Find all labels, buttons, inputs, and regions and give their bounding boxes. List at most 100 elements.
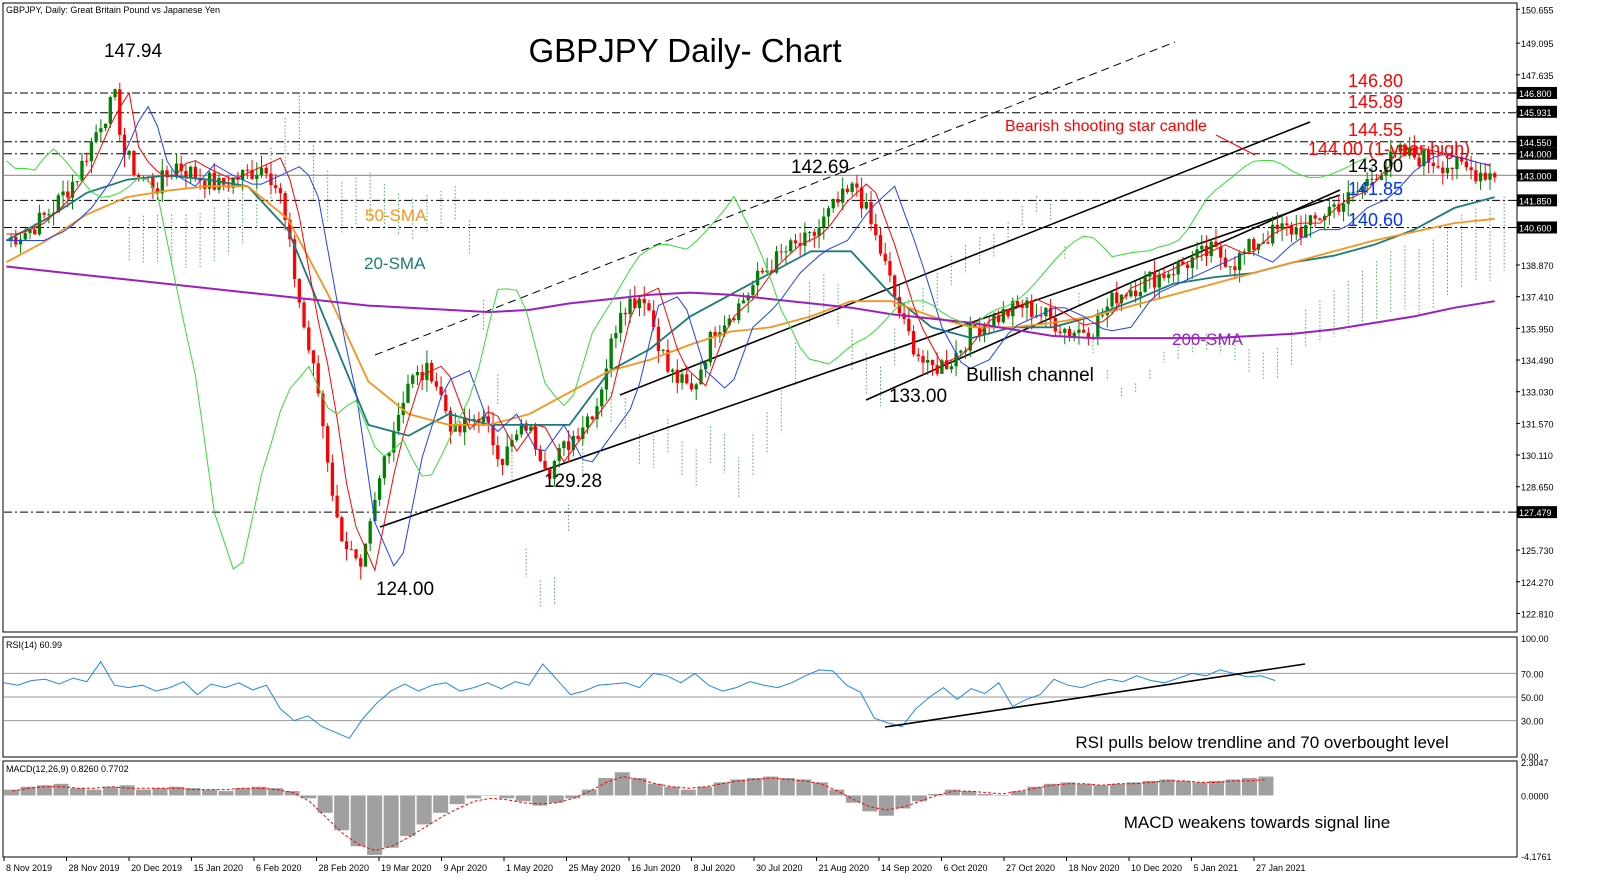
candle-body xyxy=(33,229,37,235)
macd-bar xyxy=(218,791,234,796)
candle-body xyxy=(75,181,79,183)
candle-body xyxy=(543,460,547,469)
macd-bar xyxy=(20,786,36,796)
macd-bar xyxy=(367,795,383,855)
time-label: 15 Jan 2020 xyxy=(194,863,244,873)
price-label: 150.655 xyxy=(1521,5,1554,15)
price-label-box xyxy=(1517,135,1557,148)
price-label: 149.095 xyxy=(1521,39,1554,49)
candle-body xyxy=(670,369,675,372)
candle-body xyxy=(826,208,831,217)
candle-body xyxy=(316,363,320,394)
candle-body xyxy=(548,468,552,479)
candle-body xyxy=(1493,173,1497,178)
candle-body xyxy=(1143,276,1147,292)
macd-panel: 2.3047 0.0000 -4.1761 xyxy=(4,758,1552,862)
macd-bar xyxy=(878,795,894,816)
price-label: 141.850 xyxy=(1519,196,1552,206)
candle-body xyxy=(789,240,793,252)
candle-body xyxy=(779,251,783,253)
macd-bar xyxy=(1027,786,1043,796)
candle-body xyxy=(18,239,23,245)
candle-body xyxy=(1214,241,1218,247)
rsi-header: RSI(14) 60.99 xyxy=(6,640,62,650)
candle-body xyxy=(382,456,387,479)
macd-bar xyxy=(268,788,284,796)
candle-body xyxy=(1445,167,1450,173)
bullish-channel-lines xyxy=(374,41,1341,528)
time-label: 28 Nov 2019 xyxy=(69,863,120,873)
candle-body xyxy=(1322,215,1327,221)
candle-body xyxy=(1162,274,1166,278)
level-label-143-00: 143.00 xyxy=(1348,156,1403,176)
candle-body xyxy=(628,298,632,315)
candle-body xyxy=(992,315,996,328)
price-label: 125.730 xyxy=(1521,546,1554,556)
candle-body xyxy=(576,435,580,439)
candle-body xyxy=(1077,329,1081,333)
candle-body xyxy=(803,232,807,246)
candle-body xyxy=(23,233,27,240)
macd-bar xyxy=(202,789,218,796)
indicator-lines xyxy=(5,91,1495,572)
time-label: 8 Jul 2020 xyxy=(694,863,736,873)
candle-body xyxy=(817,227,821,236)
candle-body xyxy=(1370,178,1374,180)
candle-body xyxy=(193,166,198,179)
macd-bar xyxy=(433,795,449,813)
candle-body xyxy=(250,169,254,179)
level-label-140-60: 140.60 xyxy=(1348,210,1403,230)
candle-body xyxy=(633,298,637,309)
candle-body xyxy=(1346,192,1350,204)
candle-body xyxy=(359,558,363,567)
channel-upper-line xyxy=(619,121,1311,396)
candle-body xyxy=(1280,223,1284,230)
candle-body xyxy=(510,440,514,447)
candle-body xyxy=(373,499,377,522)
time-label: 21 Aug 2020 xyxy=(819,863,870,873)
candle-body xyxy=(1133,290,1138,297)
candle-body xyxy=(699,369,703,385)
macd-bar xyxy=(944,789,960,796)
candle-body xyxy=(1450,167,1454,170)
candle-body xyxy=(349,549,353,551)
candle-body xyxy=(292,239,297,279)
candle-body xyxy=(566,441,571,450)
candle-body xyxy=(1001,309,1005,323)
candle-body xyxy=(89,141,94,162)
candle-body xyxy=(264,167,268,174)
candle-body xyxy=(926,360,930,363)
macd-bar xyxy=(1175,780,1191,796)
candle-body xyxy=(127,151,131,155)
kijun-line xyxy=(6,105,1491,567)
macd-bar xyxy=(1060,782,1076,796)
macd-bar xyxy=(812,782,828,796)
candle-body xyxy=(1488,173,1492,180)
candle-body xyxy=(61,191,65,196)
candle-body xyxy=(1393,151,1398,153)
candle-body xyxy=(954,352,958,367)
macd-bar xyxy=(1159,779,1175,796)
candle-body xyxy=(666,349,670,372)
candle-body xyxy=(557,448,561,461)
candle-body xyxy=(1015,301,1020,306)
candle-body xyxy=(1337,204,1341,212)
macd-bar xyxy=(499,795,515,799)
candle-body xyxy=(893,275,897,297)
macd-bar xyxy=(251,786,267,796)
candle-body xyxy=(1412,147,1417,158)
candle-body xyxy=(132,151,136,175)
chart-title: GBPJPY Daily- Chart xyxy=(529,32,842,69)
candle-body xyxy=(600,389,604,407)
candle-body xyxy=(1048,307,1053,318)
candle-body xyxy=(656,326,661,351)
rsi-trendline xyxy=(884,663,1306,728)
candle-body xyxy=(538,449,542,461)
candle-body xyxy=(515,434,519,441)
candle-body xyxy=(996,315,1001,323)
candle-body xyxy=(406,383,410,403)
candle-body xyxy=(760,270,765,273)
candle-body xyxy=(240,169,245,180)
macd-bar xyxy=(1142,780,1158,796)
candle-body xyxy=(444,394,448,411)
